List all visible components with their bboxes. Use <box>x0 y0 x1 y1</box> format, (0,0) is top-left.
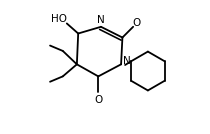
Text: N: N <box>97 15 105 25</box>
Text: HO: HO <box>51 14 67 24</box>
Text: N: N <box>123 56 131 66</box>
Text: O: O <box>132 18 141 28</box>
Text: O: O <box>94 95 102 105</box>
